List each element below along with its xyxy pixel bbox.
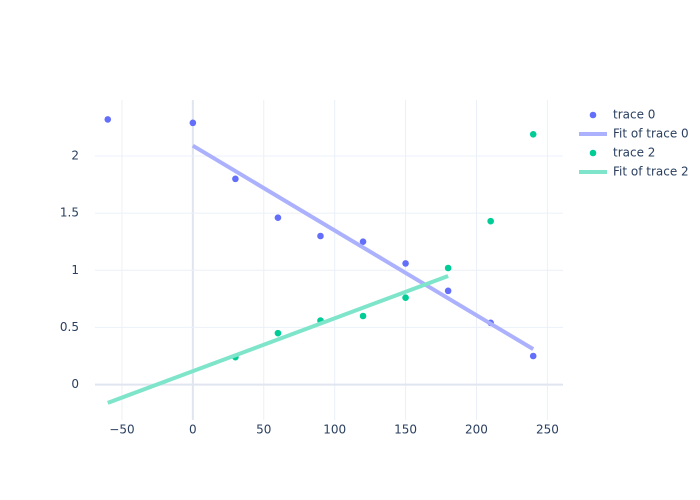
point <box>487 217 494 225</box>
point <box>232 175 239 183</box>
fit-line <box>107 274 449 405</box>
x-tick-label: 0 <box>189 423 197 437</box>
y-tick-label: 2 <box>71 149 79 163</box>
y-tick-label: 1 <box>71 263 79 277</box>
legend-label: Fit of trace 0 <box>613 127 689 141</box>
point <box>402 294 409 302</box>
y-tick-label: 1.5 <box>60 206 79 220</box>
point <box>274 214 282 222</box>
point <box>402 260 409 267</box>
legend-label: Fit of trace 2 <box>613 165 689 179</box>
point <box>274 329 282 337</box>
y-tick-label: 0 <box>71 377 79 391</box>
point <box>444 264 452 272</box>
legend-swatch <box>589 111 597 119</box>
x-tick-label: 250 <box>536 423 559 437</box>
point <box>444 287 452 295</box>
legend-label: trace 2 <box>613 146 655 160</box>
y-tick-label: 0.5 <box>60 320 79 334</box>
point <box>359 238 367 246</box>
point <box>189 119 197 127</box>
fit-line <box>191 143 535 351</box>
x-tick-label: 200 <box>465 423 488 437</box>
x-tick-label: 150 <box>394 423 417 437</box>
legend-swatch <box>589 149 597 157</box>
legend-label: trace 0 <box>613 108 655 122</box>
point <box>104 116 112 123</box>
point <box>529 352 537 360</box>
x-tick-label: 50 <box>256 423 271 437</box>
x-tick-label: 100 <box>323 423 346 437</box>
point <box>529 130 537 138</box>
point <box>317 232 324 240</box>
x-tick-label: −50 <box>109 423 134 437</box>
point <box>359 312 367 320</box>
